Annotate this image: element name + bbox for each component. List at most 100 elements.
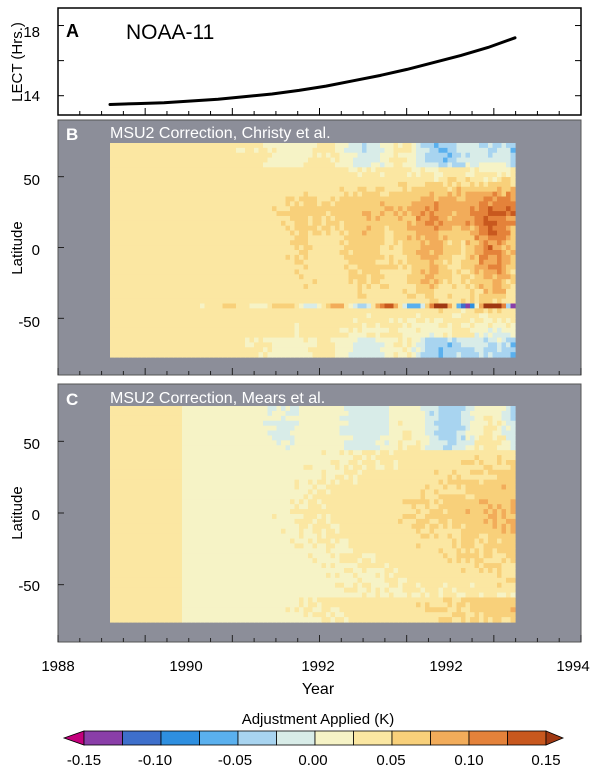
panel-b-heatmap-cell — [299, 225, 305, 232]
panel-c-heatmap-cell — [177, 464, 183, 471]
panel-b-heatmap-cell — [303, 347, 309, 353]
panel-c-heatmap-cell — [110, 435, 116, 441]
panel-b-heatmap-cell — [510, 235, 516, 241]
panel-b-heatmap-cell — [263, 352, 269, 358]
panel-b-heatmap-cell — [429, 191, 435, 198]
panel-c-heatmap-cell — [159, 577, 165, 584]
panel-b-heatmap-cell — [294, 254, 300, 261]
panel-b-heatmap-cell — [389, 245, 395, 251]
panel-b-heatmap-cell — [447, 284, 453, 290]
panel-b-heatmap-cell — [434, 342, 440, 348]
panel-c-heatmap-cell — [182, 440, 188, 446]
panel-b-heatmap-cell — [348, 264, 354, 271]
panel-b-heatmap-cell — [470, 254, 476, 261]
panel-b-heatmap-cell — [321, 322, 327, 329]
panel-b-heatmap-cell — [411, 308, 417, 314]
panel-b-heatmap-cell — [312, 206, 318, 212]
panel-b-heatmap-cell — [159, 313, 165, 319]
panel-b-heatmap-cell — [249, 288, 255, 295]
panel-b-heatmap-cell — [416, 211, 422, 217]
panel-b-heatmap-cell — [438, 211, 444, 217]
panel-b-heatmap-cell — [240, 152, 246, 159]
panel-b-heatmap-cell — [380, 274, 386, 280]
panel-b-heatmap-cell — [438, 332, 444, 339]
panel-b-heatmap-cell — [141, 298, 147, 305]
panel-c-heatmap-cell — [114, 430, 120, 437]
panel-b-heatmap-cell — [506, 215, 512, 222]
panel-b-heatmap-cell — [393, 298, 399, 305]
panel-c-heatmap-cell — [164, 455, 170, 461]
panel-b-heatmap-cell — [213, 201, 219, 207]
panel-b-heatmap-cell — [146, 322, 152, 329]
panel-b-heatmap-cell — [218, 191, 224, 198]
panel-b-heatmap-cell — [380, 196, 386, 202]
panel-b-heatmap-cell — [128, 147, 134, 154]
panel-c-heatmap-cell — [123, 548, 129, 554]
panel-b-heatmap-cell — [393, 186, 399, 193]
panel-b-heatmap-cell — [150, 332, 156, 339]
panel-b-heatmap-cell — [407, 235, 413, 241]
panel-c-heatmap-cell — [132, 406, 138, 412]
panel-b-heatmap-cell — [321, 352, 327, 358]
panel-b-heatmap-cell — [204, 157, 210, 164]
panel-b-heatmap-cell — [258, 225, 264, 232]
panel-b-heatmap-cell — [236, 332, 242, 339]
panel-b-heatmap-cell — [335, 269, 341, 275]
panel-b-heatmap-cell — [141, 172, 147, 178]
panel-b-heatmap-cell — [434, 322, 440, 329]
panel-b-heatmap-cell — [438, 196, 444, 202]
panel-c: 50 0 -50 C MSU2 Correction, Mears et al.… — [9, 383, 582, 643]
panel-c-heatmap-cell — [182, 494, 188, 500]
panel-b-heatmap-cell — [294, 235, 300, 241]
panel-b-heatmap-cell — [330, 318, 336, 324]
panel-b-heatmap-cell — [128, 318, 134, 324]
panel-b-heatmap-cell — [281, 264, 287, 271]
panel-b-heatmap-cell — [335, 288, 341, 295]
panel-c-heatmap-cell — [141, 523, 147, 530]
panel-b-heatmap-cell — [317, 167, 323, 173]
panel-b-heatmap-cell — [348, 230, 354, 237]
panel-b-heatmap-cell — [402, 167, 408, 173]
panel-b-heatmap-cell — [452, 352, 458, 358]
panel-b-heatmap-cell — [398, 284, 404, 290]
panel-c-heatmap-cell — [150, 499, 156, 505]
panel-b-heatmap-cell — [276, 313, 282, 319]
panel-c-heatmap-cell — [204, 548, 210, 554]
panel-b-heatmap-cell — [254, 143, 260, 149]
panel-c-heatmap-cell — [200, 489, 206, 495]
panel-b-heatmap-cell — [146, 177, 152, 183]
panel-b-heatmap-cell — [114, 293, 120, 300]
panel-b-heatmap-cell — [276, 245, 282, 251]
panel-b-heatmap-cell — [164, 201, 170, 207]
panel-b-heatmap-cell — [146, 259, 152, 266]
panel-b-heatmap-cell — [159, 240, 165, 246]
panel-b-heatmap-cell — [123, 259, 129, 266]
panel-b-heatmap-cell — [470, 308, 476, 314]
panel-c-heatmap-cell — [128, 568, 134, 574]
panel-b-heatmap-cell — [258, 157, 264, 164]
panel-b-heatmap-cell — [479, 293, 485, 300]
panel-b-heatmap-cell — [398, 259, 404, 266]
panel-c-heatmap-cell — [128, 582, 134, 589]
panel-b-heatmap-cell — [362, 284, 368, 290]
panel-c-heatmap-cell — [159, 528, 165, 535]
panel-c-heatmap-cell — [155, 474, 161, 481]
panel-b-heatmap-cell — [483, 230, 489, 237]
panel-c-heatmap-cell — [141, 568, 147, 574]
panel-b-heatmap-cell — [375, 191, 381, 198]
panel-b-heatmap-cell — [258, 177, 264, 183]
panel-b-heatmap-cell — [470, 172, 476, 178]
panel-c-heatmap-cell — [141, 572, 147, 579]
panel-b-heatmap-cell — [114, 186, 120, 193]
panel-b-heatmap-cell — [137, 308, 143, 314]
panel-b-heatmap-cell — [195, 284, 201, 290]
panel-b-heatmap-cell — [384, 245, 390, 251]
panel-b-heatmap-cell — [407, 162, 413, 168]
panel-b-heatmap-cell — [461, 235, 467, 241]
panel-b-heatmap-cell — [231, 162, 237, 168]
panel-b-heatmap-cell — [272, 322, 278, 329]
panel-c-heatmap-cell — [191, 410, 197, 417]
panel-b-heatmap-cell — [173, 342, 179, 348]
panel-b-heatmap-cell — [204, 206, 210, 212]
panel-b-heatmap-cell — [384, 157, 390, 164]
